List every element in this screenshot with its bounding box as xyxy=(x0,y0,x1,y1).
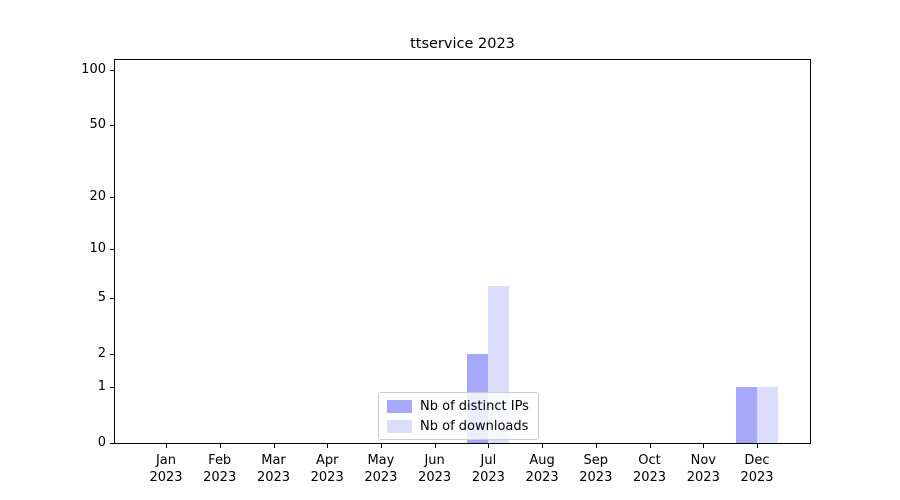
x-tick xyxy=(595,444,597,448)
y-tick-label: 2 xyxy=(97,346,106,362)
x-tick xyxy=(434,444,436,448)
legend-item-distinct-ips: Nb of distinct IPs xyxy=(387,398,529,414)
x-tick xyxy=(488,444,490,448)
x-tick-label: Oct 2023 xyxy=(632,453,667,485)
x-tick-label: Jun 2023 xyxy=(418,453,452,485)
x-tick-label: Dec 2023 xyxy=(740,453,774,485)
y-tick-label: 1 xyxy=(97,379,106,394)
legend-swatch-downloads-icon xyxy=(387,419,412,433)
x-tick xyxy=(166,444,167,448)
y-tick-label: 0 xyxy=(97,435,106,450)
legend-label-distinct-ips: Nb of distinct IPs xyxy=(420,398,529,414)
x-tick xyxy=(703,444,705,448)
x-tick-label: Nov 2023 xyxy=(686,453,720,485)
chart-title: ttservice 2023 xyxy=(410,36,515,52)
y-tick-label: 20 xyxy=(89,188,106,204)
x-tick-label: Feb 2023 xyxy=(203,453,237,485)
x-tick xyxy=(219,444,221,448)
x-tick xyxy=(649,444,651,448)
x-tick-label: May 2023 xyxy=(364,453,398,485)
x-tick xyxy=(380,444,382,448)
plot-area xyxy=(114,59,811,444)
x-tick-label: Sep 2023 xyxy=(579,453,613,485)
x-tick-label: Jan 2023 xyxy=(149,453,183,485)
x-tick-label: Aug 2023 xyxy=(525,453,559,485)
y-tick-label: 5 xyxy=(97,290,106,306)
y-tick-label: 10 xyxy=(89,241,106,257)
x-tick xyxy=(327,444,329,448)
x-tick-label: Mar 2023 xyxy=(256,453,291,485)
y-tick-label: 100 xyxy=(81,62,106,77)
legend-item-downloads: Nb of downloads xyxy=(387,418,529,434)
legend-label-downloads: Nb of downloads xyxy=(420,418,529,434)
y-tick-label: 50 xyxy=(89,117,106,133)
x-tick-label: Apr 2023 xyxy=(310,453,344,485)
legend: Nb of distinct IPs Nb of downloads xyxy=(378,392,539,440)
x-tick xyxy=(757,444,758,448)
x-tick-label: Jul 2023 xyxy=(471,453,505,485)
x-tick xyxy=(542,444,544,448)
legend-swatch-distinct-ips-icon xyxy=(387,399,412,413)
x-tick xyxy=(273,444,275,448)
